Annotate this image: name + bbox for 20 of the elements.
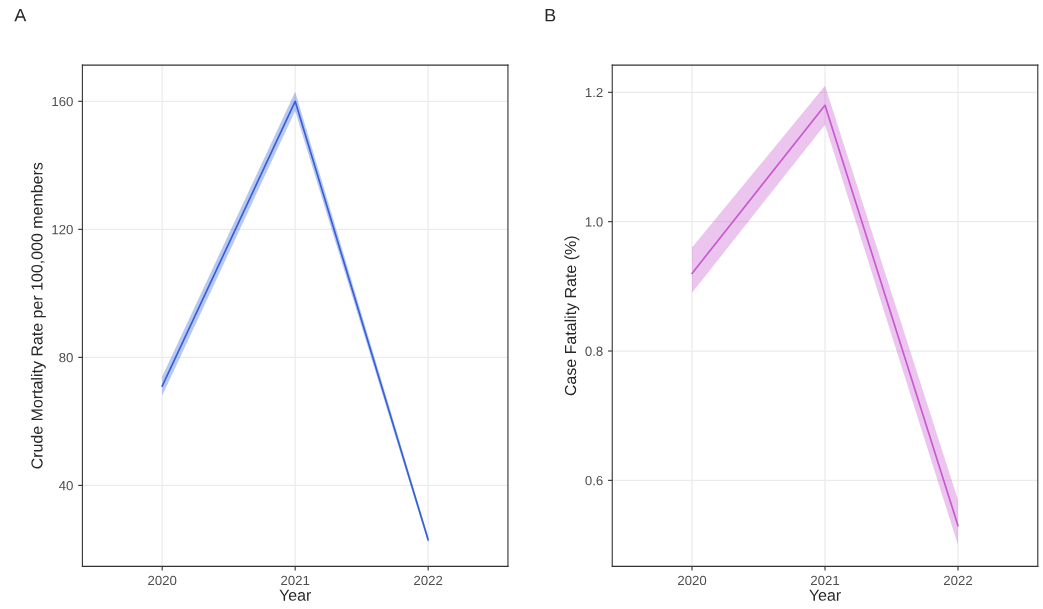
chart-title: A: [14, 8, 27, 22]
y-tick-label: 160: [52, 96, 73, 107]
y-axis-title: Case Fatality Rate (%): [564, 236, 580, 396]
x-tick-label: 2020: [678, 575, 707, 586]
y-tick-label: 0.6: [585, 475, 603, 486]
x-tick-label: 2022: [943, 575, 973, 586]
x-tick-label: 2022: [414, 575, 443, 586]
x-axis-title: Year: [809, 589, 841, 601]
y-tick-label: 40: [59, 480, 73, 491]
y-tick-label: 80: [59, 352, 73, 363]
chart-title: B: [545, 8, 556, 22]
y-tick-label: 1.0: [585, 217, 603, 227]
y-tick-label: 0.8: [585, 346, 603, 356]
x-tick-label: 2021: [281, 575, 310, 586]
y-tick-label: 120: [52, 224, 73, 235]
x-axis-title: Year: [279, 589, 312, 601]
y-axis-title: Crude Mortality Rate per 100,000 members: [30, 162, 46, 469]
x-tick-label: 2021: [811, 575, 840, 586]
x-tick-label: 2020: [148, 575, 177, 586]
y-tick-label: 1.2: [585, 87, 603, 98]
